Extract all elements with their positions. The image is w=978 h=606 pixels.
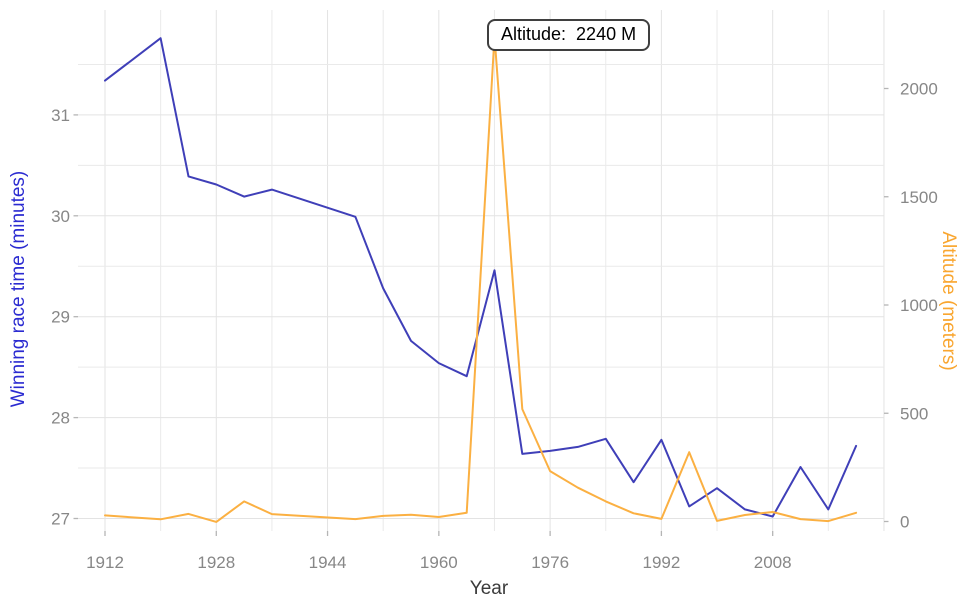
- y-left-tick-label: 31: [51, 106, 70, 125]
- x-tick-label: 1912: [86, 553, 124, 572]
- y-right-tick-label: 0: [900, 513, 909, 532]
- y-left-tick-label: 30: [51, 207, 70, 226]
- x-axis-title: Year: [469, 578, 509, 599]
- x-tick-label: 1960: [420, 553, 458, 572]
- y-right-tick-label: 500: [900, 404, 928, 423]
- x-tick-label: 1944: [309, 553, 347, 572]
- y-left-tick-label: 28: [51, 409, 70, 428]
- x-tick-label: 1992: [642, 553, 680, 572]
- right-axis-title: Altitude (meters): [938, 231, 959, 371]
- y-left-tick-label: 27: [51, 510, 70, 529]
- x-tick-label: 2008: [754, 553, 792, 572]
- altitude-series-line: [104, 35, 858, 523]
- time-series-line: [104, 37, 858, 518]
- y-right-tick-label: 1000: [900, 296, 938, 315]
- altitude-tooltip: Altitude: 2240 M: [487, 19, 651, 51]
- x-tick-label: 1976: [531, 553, 569, 572]
- y-right-tick-label: 2000: [900, 80, 938, 99]
- left-axis-title: Winning race time (minutes): [8, 170, 29, 408]
- y-right-tick-label: 1500: [900, 188, 938, 207]
- x-tick-label: 1928: [197, 553, 235, 572]
- y-left-tick-label: 29: [51, 308, 70, 327]
